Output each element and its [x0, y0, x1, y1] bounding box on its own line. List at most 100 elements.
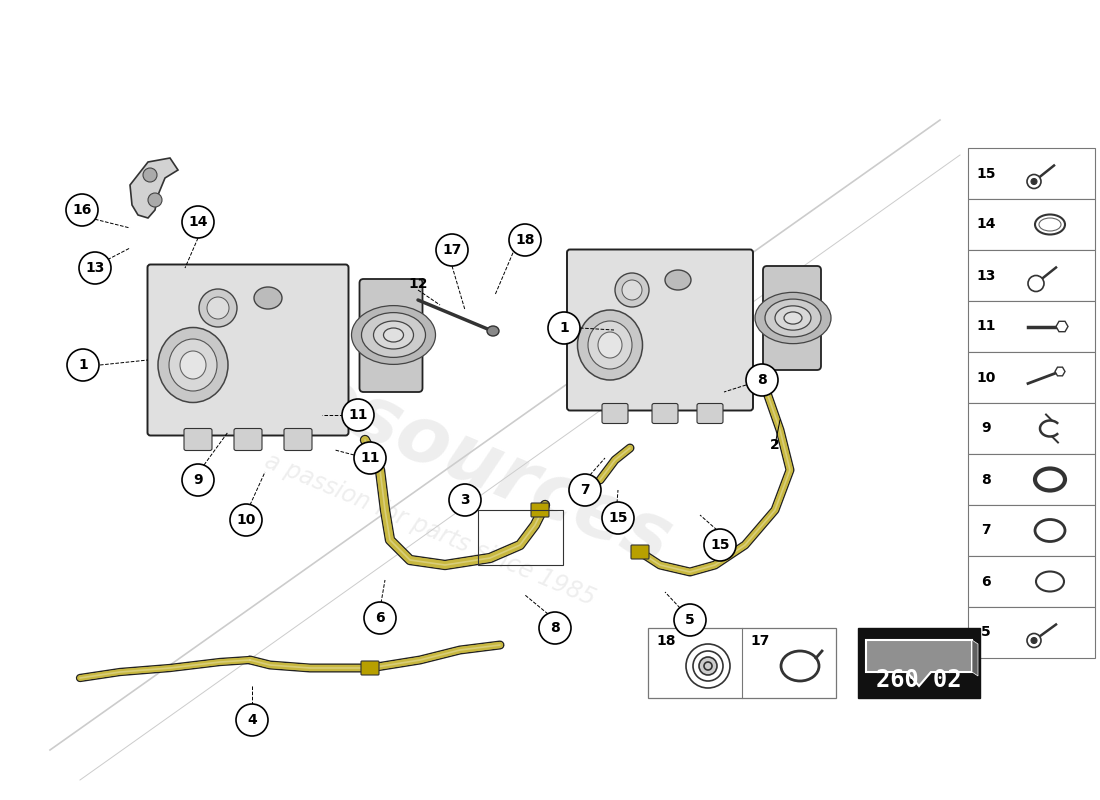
Text: 14: 14 [188, 215, 208, 229]
Circle shape [548, 312, 580, 344]
Circle shape [704, 662, 712, 670]
FancyBboxPatch shape [284, 429, 312, 450]
Text: 9: 9 [981, 422, 991, 435]
Text: 8: 8 [550, 621, 560, 635]
Ellipse shape [781, 651, 820, 681]
FancyBboxPatch shape [184, 429, 212, 450]
Circle shape [236, 704, 268, 736]
Circle shape [143, 168, 157, 182]
Ellipse shape [764, 299, 821, 337]
Text: a passion for parts since 1985: a passion for parts since 1985 [261, 450, 598, 610]
Text: 4: 4 [248, 713, 257, 727]
Polygon shape [1056, 322, 1068, 332]
FancyBboxPatch shape [631, 545, 649, 559]
FancyBboxPatch shape [652, 403, 678, 423]
Bar [858, 628, 980, 698]
FancyBboxPatch shape [234, 429, 262, 450]
Text: 15: 15 [608, 511, 628, 525]
Text: 6: 6 [981, 574, 991, 589]
Text: 14: 14 [977, 218, 996, 231]
Circle shape [539, 612, 571, 644]
Circle shape [746, 364, 778, 396]
Ellipse shape [158, 327, 228, 402]
Text: 12: 12 [408, 277, 428, 291]
Circle shape [1031, 178, 1037, 185]
Circle shape [182, 464, 214, 496]
Text: 2: 2 [770, 438, 780, 452]
Text: 8: 8 [981, 473, 991, 486]
Bar [968, 199, 1094, 250]
Circle shape [230, 504, 262, 536]
Bar [968, 250, 1094, 301]
Bar [968, 301, 1094, 352]
Bar [968, 148, 1094, 199]
Circle shape [449, 484, 481, 516]
Text: 1: 1 [78, 358, 88, 372]
Text: eurosources: eurosources [157, 300, 683, 580]
Circle shape [342, 399, 374, 431]
Text: 11: 11 [361, 451, 379, 465]
Ellipse shape [374, 321, 414, 349]
Text: 11: 11 [349, 408, 367, 422]
Circle shape [148, 193, 162, 207]
Text: 5: 5 [981, 626, 991, 639]
Text: 15: 15 [711, 538, 729, 552]
Text: 10: 10 [977, 370, 996, 385]
Circle shape [364, 602, 396, 634]
Circle shape [602, 502, 634, 534]
Ellipse shape [1035, 469, 1065, 490]
Circle shape [182, 206, 214, 238]
FancyBboxPatch shape [602, 403, 628, 423]
Circle shape [698, 657, 717, 675]
Bar [968, 403, 1094, 454]
Polygon shape [1055, 367, 1065, 376]
Ellipse shape [1035, 214, 1065, 234]
Polygon shape [130, 158, 178, 218]
Circle shape [79, 252, 111, 284]
Text: 5: 5 [685, 613, 695, 627]
Ellipse shape [666, 270, 691, 290]
Circle shape [509, 224, 541, 256]
Ellipse shape [254, 287, 282, 309]
Bar [968, 556, 1094, 607]
FancyBboxPatch shape [147, 265, 349, 435]
Text: 17: 17 [750, 634, 770, 648]
FancyBboxPatch shape [361, 661, 379, 675]
Bar [968, 454, 1094, 505]
FancyBboxPatch shape [566, 250, 754, 410]
Text: 7: 7 [981, 523, 991, 538]
Text: 18: 18 [515, 233, 535, 247]
Text: 3: 3 [460, 493, 470, 507]
Polygon shape [866, 640, 972, 686]
Ellipse shape [180, 351, 206, 379]
Text: 15: 15 [977, 166, 996, 181]
Circle shape [67, 349, 99, 381]
Circle shape [1027, 634, 1041, 647]
Text: 18: 18 [657, 634, 675, 648]
Ellipse shape [588, 321, 632, 369]
Ellipse shape [776, 306, 811, 330]
Ellipse shape [487, 326, 499, 336]
Text: 7: 7 [580, 483, 590, 497]
Ellipse shape [352, 306, 436, 364]
Text: 13: 13 [86, 261, 104, 275]
Text: 11: 11 [977, 319, 996, 334]
Ellipse shape [578, 310, 642, 380]
Ellipse shape [784, 312, 802, 324]
Text: 13: 13 [977, 269, 996, 282]
Ellipse shape [615, 273, 649, 307]
Bar [478, 510, 563, 565]
Ellipse shape [621, 280, 642, 300]
Circle shape [674, 604, 706, 636]
FancyBboxPatch shape [697, 403, 723, 423]
Text: 9: 9 [194, 473, 202, 487]
Ellipse shape [199, 289, 236, 327]
Bar [648, 628, 836, 698]
Bar [968, 607, 1094, 658]
Ellipse shape [1035, 519, 1065, 542]
Text: 10: 10 [236, 513, 255, 527]
Circle shape [569, 474, 601, 506]
Text: 260 02: 260 02 [877, 668, 961, 692]
FancyBboxPatch shape [531, 503, 549, 517]
Circle shape [704, 529, 736, 561]
